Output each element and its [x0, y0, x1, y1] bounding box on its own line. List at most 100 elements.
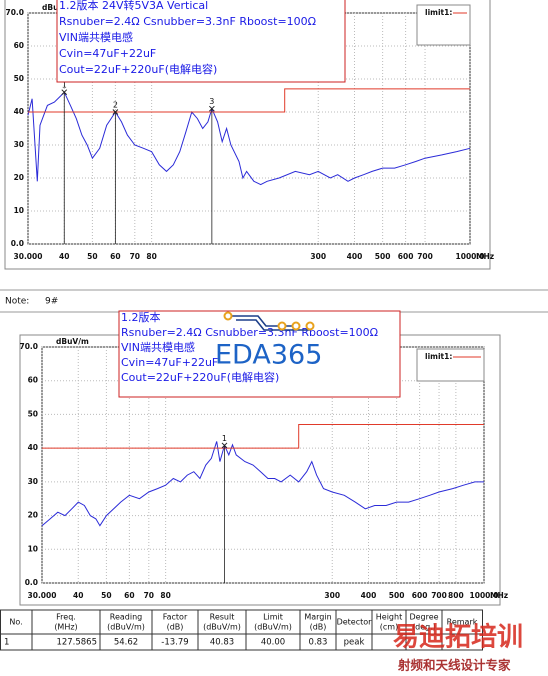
x-tick-label: 70: [130, 252, 140, 261]
y-tick-label: 30: [14, 140, 24, 149]
logo-dot: [223, 311, 233, 321]
marker-label: 1: [62, 81, 67, 90]
x-tick-label: 500: [375, 252, 391, 261]
x-tick-label: 1000.0: [470, 591, 499, 600]
y-tick-label: 0.0: [11, 239, 24, 248]
x-tick-label: 80: [160, 591, 170, 600]
table-header: (dB): [310, 623, 327, 632]
annotation-line: 1.2版本: [121, 310, 161, 324]
annotation-line: VIN端共模电感: [121, 341, 195, 354]
annotation-line: Cout=22uF+220uF(电解电容): [59, 62, 217, 76]
y-tick-label: 70.0: [5, 8, 24, 17]
table-header: (deg.): [412, 623, 436, 632]
watermark-subtitle: 射频和天线设计专家: [397, 658, 511, 673]
annotation-box: [56, 0, 346, 83]
marker-cross: [112, 109, 119, 115]
y-tick-label: 60: [28, 376, 38, 385]
table-header: Factor: [163, 613, 188, 622]
table-header: Result: [210, 613, 235, 622]
marker-cross: [209, 105, 215, 112]
x-tick-label: 300: [310, 252, 326, 261]
table-header: (MHz): [54, 623, 77, 632]
x-tick-label: 30.000: [14, 252, 43, 261]
watermark-title: 易迪拓培训: [393, 623, 523, 653]
marker-label: 3: [209, 97, 214, 106]
x-tick-label: 800: [448, 591, 464, 600]
y-tick-label: 10: [14, 206, 24, 215]
x-tick-label: 40: [59, 252, 69, 261]
x-tick-label: 700: [417, 252, 433, 261]
y-tick-label: 40: [14, 107, 24, 116]
table-header: Degree: [409, 613, 438, 622]
y-tick-label: 50: [14, 74, 24, 83]
legend: [416, 348, 485, 382]
y-unit: dBuV/m: [56, 337, 89, 346]
table-cell: 54.62: [114, 638, 138, 648]
table-header: (dB): [167, 623, 184, 632]
table-header: Limit: [263, 613, 283, 622]
annotation-line: Cout=22uF+220uF(电解电容): [121, 370, 279, 384]
x-tick-label: 600: [398, 252, 414, 261]
x-tick-label: 60: [124, 591, 134, 600]
logo-dot: [277, 321, 287, 331]
x-tick-label: 80: [146, 252, 156, 261]
note-label: Note:: [5, 297, 29, 307]
marker-label: 2: [113, 101, 118, 110]
y-tick-label: 70.0: [19, 342, 38, 351]
y-tick-label: 50: [28, 409, 38, 418]
y-tick-label: 20: [14, 173, 24, 182]
legend-label: limit1:: [425, 8, 452, 17]
x-tick-label: 700: [431, 591, 447, 600]
table-header: Height: [376, 613, 402, 622]
table-cell: 0.83: [309, 638, 328, 648]
x-unit: MHz: [490, 591, 508, 600]
legend-label: limit1:: [425, 352, 452, 361]
x-tick-label: 50: [87, 252, 97, 261]
series-line: [41, 441, 484, 527]
annotation-line: Rsnuber=2.4Ω Csnubber=3.3nF Rboost=100Ω: [59, 15, 316, 28]
table-header: Freq.: [56, 613, 76, 622]
x-tick-label: 40: [73, 591, 83, 600]
table-frame: [0, 609, 483, 651]
y-tick-label: 0.0: [25, 578, 38, 587]
x-tick-label: 70: [144, 591, 154, 600]
x-tick-label: 500: [389, 591, 405, 600]
annotation-line: Cvin=47uF+22uF: [59, 47, 156, 60]
table-header: Reading: [110, 613, 142, 622]
x-tick-label: 600: [412, 591, 428, 600]
table-header: Remark: [447, 618, 478, 627]
x-tick-label: 60: [110, 252, 120, 261]
y-tick-label: 20: [28, 511, 38, 520]
table-header: No.: [9, 618, 22, 627]
table-header: (dBuV/m): [107, 623, 145, 632]
x-tick-label: 50: [101, 591, 111, 600]
table-cell: 1: [4, 638, 9, 648]
table-cell: 40.83: [210, 638, 234, 648]
table-cell: 40.00: [261, 638, 285, 648]
marker-label: 1: [222, 434, 227, 443]
logo-text: EDA365: [215, 340, 322, 371]
series-line: [27, 91, 471, 186]
series-line: [28, 88, 470, 113]
annotation-line: VIN端共模电感: [59, 31, 133, 44]
note-value: 9#: [45, 297, 58, 307]
x-tick-label: 400: [361, 591, 377, 600]
table-header: Margin: [304, 613, 331, 622]
marker-cross: [61, 89, 68, 96]
y-tick-label: 60: [14, 41, 24, 50]
annotation-line: Cvin=47uF+22uF: [121, 356, 218, 369]
table-header: (cm): [380, 623, 398, 632]
annotation-line: Rsnuber=2.4Ω Csnubber=3.3nF Rboost=100Ω: [121, 326, 378, 339]
y-tick-label: 40: [28, 443, 38, 452]
series-line: [42, 424, 484, 449]
annotation-line: 1.2版本 24V转5V3A Vertical: [59, 0, 208, 12]
x-unit: MHz: [476, 252, 494, 261]
logo-dot: [291, 321, 301, 331]
y-tick-label: 10: [28, 544, 38, 553]
table-cell: peak: [344, 638, 365, 648]
logo-dot: [305, 321, 315, 331]
table-header: (dBuV/m): [254, 623, 292, 632]
table-header: (dBuV/m): [203, 623, 241, 632]
marker-cross: [221, 442, 228, 449]
